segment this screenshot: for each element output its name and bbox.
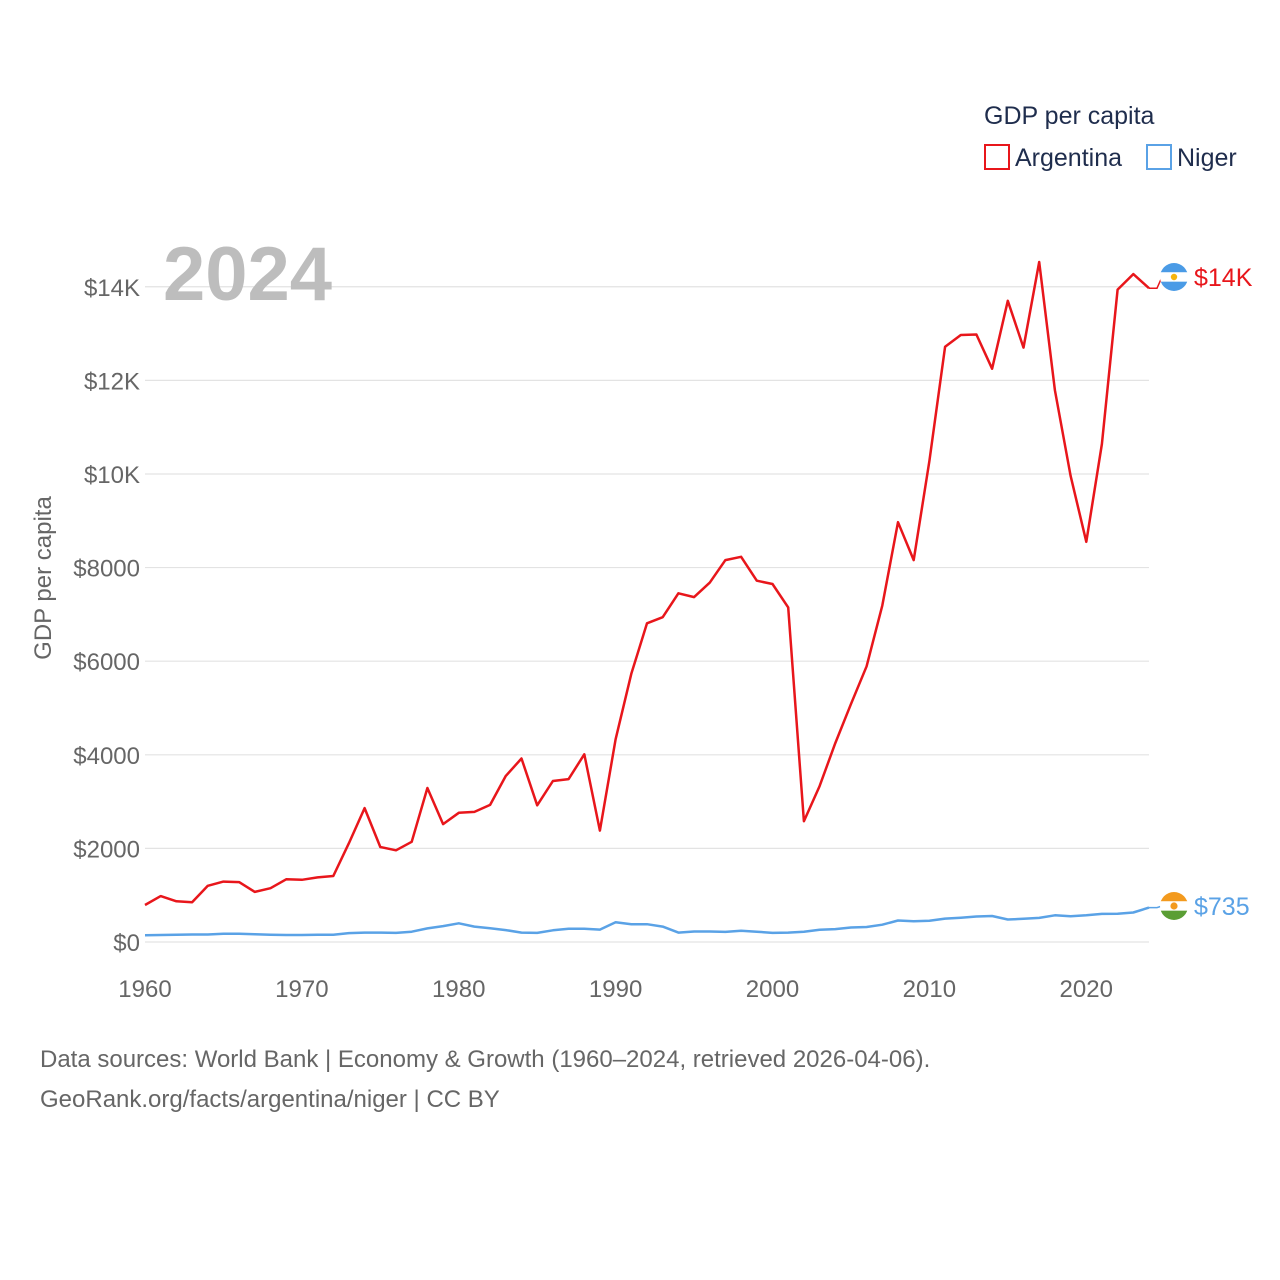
x-tick-label: 1990 [589,976,642,1003]
y-tick-label: $12K [84,368,140,395]
legend-title: GDP per capita [984,102,1155,130]
y-tick-label: $14K [84,275,140,302]
y-tick-label: $6000 [73,649,140,676]
y-tick-label: $4000 [73,743,140,770]
x-axis-ticks: 1960 1970 1980 1990 2000 2010 2020 [118,976,1113,1003]
footer-sources: Data sources: World Bank | Economy & Gro… [40,1040,930,1080]
y-axis-ticks: $0 $2000 $4000 $6000 $8000 $10K $12K $14K [73,275,140,957]
footer-attribution: GeoRank.org/facts/argentina/niger | CC B… [40,1080,500,1120]
y-tick-label: $8000 [73,556,140,583]
x-tick-label: 1970 [275,976,328,1003]
x-tick-label: 2000 [746,976,799,1003]
end-value-label-argentina: $14K [1194,264,1253,292]
y-axis-label: GDP per capita [30,496,57,660]
year-label: 2024 [163,232,332,317]
y-tick-label: $2000 [73,836,140,863]
grid-lines [145,286,1149,943]
x-tick-label: 2010 [903,976,956,1003]
x-tick-label: 1960 [118,976,171,1003]
footer-attribution-text: GeoRank.org/facts/argentina/niger | CC B… [40,1086,500,1113]
argentina-flag-icon [1160,263,1188,291]
niger-flag-icon [1160,892,1188,920]
legend: GDP per capita Argentina Niger [984,102,1237,172]
legend-label-argentina[interactable]: Argentina [1015,144,1122,172]
footer-sources-text: Data sources: World Bank | Economy & Gro… [40,1046,931,1073]
legend-label-niger[interactable]: Niger [1177,144,1237,172]
series-line-niger[interactable] [144,906,1150,937]
legend-swatch-niger[interactable] [1146,144,1172,170]
end-value-label-niger: $735 [1194,893,1250,921]
x-tick-label: 1980 [432,976,485,1003]
y-tick-label: $10K [84,462,140,489]
x-tick-label: 2020 [1060,976,1113,1003]
legend-swatch-argentina[interactable] [984,144,1010,170]
series-line-argentina[interactable] [144,260,1150,907]
series-end-labels: $14K $735 [1149,263,1253,921]
series-lines [144,260,1150,937]
end-connector-argentina [1149,276,1163,289]
y-tick-label: $0 [113,930,140,957]
